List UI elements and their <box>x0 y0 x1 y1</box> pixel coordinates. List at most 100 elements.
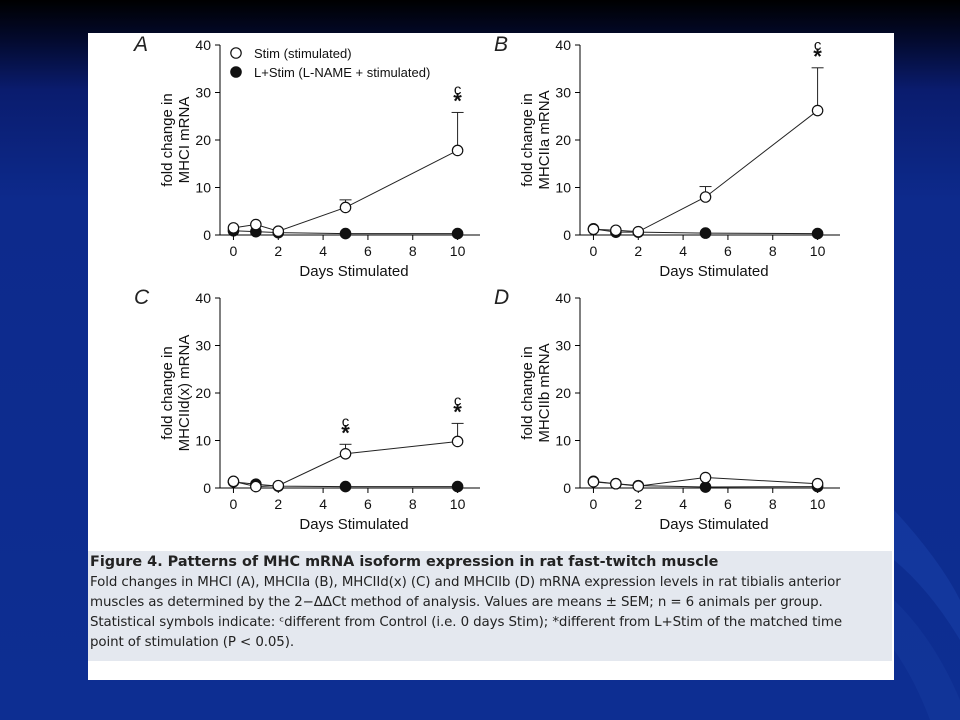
y-axis-label-line: fold change in <box>159 93 176 186</box>
data-point <box>451 144 464 157</box>
data-point <box>632 480 645 492</box>
x-tick-label: 0 <box>590 496 598 512</box>
caption-title: Figure 4. Patterns of MHC mRNA isoform e… <box>90 554 719 570</box>
data-point <box>339 227 352 240</box>
legend-label: L+Stim (L-NAME + stimulated) <box>254 65 430 80</box>
figure-caption: Figure 4. Patterns of MHC mRNA isoform e… <box>88 551 892 661</box>
chart-panel-d: D 0 10 20 30 40 0 2 4 6 8 10 Days Stimulated fold cha… <box>488 286 858 541</box>
chart-panel-b: B 0 10 20 30 40 0 2 4 6 8 10 Days Stimulated fold cha… <box>488 33 858 288</box>
series-line <box>233 150 458 232</box>
data-point <box>699 471 712 484</box>
legend-marker <box>230 47 242 59</box>
significance-letter: c <box>814 37 822 54</box>
y-tick-label: 10 <box>555 433 571 449</box>
chart-panel-c: C 0 10 20 30 40 0 2 4 6 8 10 Days Stimulated fold cha… <box>128 286 498 541</box>
y-tick-label: 30 <box>555 85 571 101</box>
y-tick-label: 40 <box>555 37 571 53</box>
caption-line-2: muscles as determined by the 2−ΔΔCt meth… <box>90 595 823 610</box>
legend-label: Stim (stimulated) <box>254 46 352 61</box>
chart-panel-a: A 0 10 20 30 40 0 2 4 6 8 10 Days Stimulated fold cha… <box>128 33 498 288</box>
data-point <box>610 477 622 490</box>
x-tick-label: 8 <box>409 243 417 259</box>
data-point <box>610 224 622 237</box>
caption-line-1: Fold changes in MHCI (A), MHCIIa (B), MH… <box>90 575 841 590</box>
x-tick-label: 6 <box>724 243 732 259</box>
y-tick-label: 10 <box>555 180 571 196</box>
chart-a: A 0 10 20 30 40 0 2 4 6 8 10 Days Stimulated fold cha… <box>132 33 480 280</box>
y-tick-label: 20 <box>555 132 571 148</box>
y-tick-label: 10 <box>195 433 211 449</box>
y-tick-label: 30 <box>195 338 211 354</box>
x-tick-label: 8 <box>769 496 777 512</box>
x-tick-label: 0 <box>590 243 598 259</box>
significance-star: * <box>453 399 462 424</box>
data-point <box>811 104 824 117</box>
y-tick-label: 30 <box>555 338 571 354</box>
x-tick-label: 2 <box>274 243 282 259</box>
y-axis-label-line: MHCIId(x) mRNA <box>176 335 193 452</box>
data-point <box>272 479 285 492</box>
panel-label: A <box>132 33 148 56</box>
y-tick-label: 20 <box>195 132 211 148</box>
y-tick-label: 40 <box>195 37 211 53</box>
y-tick-label: 0 <box>563 480 571 496</box>
slide-content: A 0 10 20 30 40 0 2 4 6 8 10 Days Stimulated fold cha… <box>88 33 894 680</box>
data-point <box>587 223 600 236</box>
y-axis-label-line: fold change in <box>159 346 176 439</box>
data-point <box>339 448 352 460</box>
x-tick-label: 0 <box>230 496 238 512</box>
y-axis-label-line: fold change in <box>519 346 536 439</box>
y-axis-label: fold change inMHCIId(x) mRNA <box>159 335 193 452</box>
y-tick-label: 10 <box>195 180 211 196</box>
significance-star: * <box>453 88 462 113</box>
x-tick-label: 10 <box>810 243 826 259</box>
y-tick-label: 20 <box>555 385 571 401</box>
chart-b: B 0 10 20 30 40 0 2 4 6 8 10 Days Stimulated fold cha… <box>494 33 840 280</box>
significance-letter: c <box>342 413 350 430</box>
y-axis-label-line: MHCI mRNA <box>176 97 193 184</box>
y-tick-label: 30 <box>195 85 211 101</box>
x-tick-label: 6 <box>364 496 372 512</box>
y-axis-label-line: MHCIIb mRNA <box>536 343 553 442</box>
y-tick-label: 0 <box>563 227 571 243</box>
y-axis-label-line: MHCIIa mRNA <box>536 90 553 189</box>
x-tick-label: 4 <box>319 243 327 259</box>
x-tick-label: 2 <box>634 496 642 512</box>
data-point <box>699 191 712 203</box>
data-point <box>250 480 262 493</box>
significance-letter: c <box>454 81 462 98</box>
significance-star: * <box>341 420 350 445</box>
panel-label: C <box>134 286 150 309</box>
data-point <box>699 481 712 493</box>
legend-marker <box>230 66 242 78</box>
data-point <box>227 222 240 234</box>
y-tick-label: 0 <box>203 480 211 496</box>
caption-line-4: point of stimulation (P < 0.05). <box>90 635 295 650</box>
data-point <box>339 201 352 214</box>
significance-star: * <box>813 44 822 69</box>
data-point <box>699 227 712 239</box>
panel-label: B <box>494 33 508 56</box>
caption-line-3: Statistical symbols indicate: ᶜdifferent… <box>90 615 843 630</box>
y-axis-label: fold change inMHCIIa mRNA <box>519 90 553 189</box>
data-point <box>451 227 464 240</box>
y-tick-label: 0 <box>203 227 211 243</box>
x-tick-label: 8 <box>409 496 417 512</box>
data-point <box>632 225 645 238</box>
significance-letter: c <box>454 392 462 409</box>
x-tick-label: 4 <box>679 496 687 512</box>
x-axis-label: Days Stimulated <box>659 516 768 533</box>
x-tick-label: 6 <box>724 496 732 512</box>
y-axis-label: fold change inMHCI mRNA <box>159 93 193 186</box>
data-point <box>451 480 464 493</box>
x-tick-label: 4 <box>319 496 327 512</box>
chart-d: D 0 10 20 30 40 0 2 4 6 8 10 Days Stimulated fold cha… <box>494 286 840 533</box>
data-point <box>811 227 824 240</box>
y-tick-label: 40 <box>555 290 571 306</box>
data-point <box>811 477 824 490</box>
x-tick-label: 6 <box>364 243 372 259</box>
x-tick-label: 10 <box>450 496 466 512</box>
data-point <box>272 225 285 237</box>
chart-c: C 0 10 20 30 40 0 2 4 6 8 10 Days Stimulated fold cha… <box>134 286 480 533</box>
panel-label: D <box>494 286 509 309</box>
